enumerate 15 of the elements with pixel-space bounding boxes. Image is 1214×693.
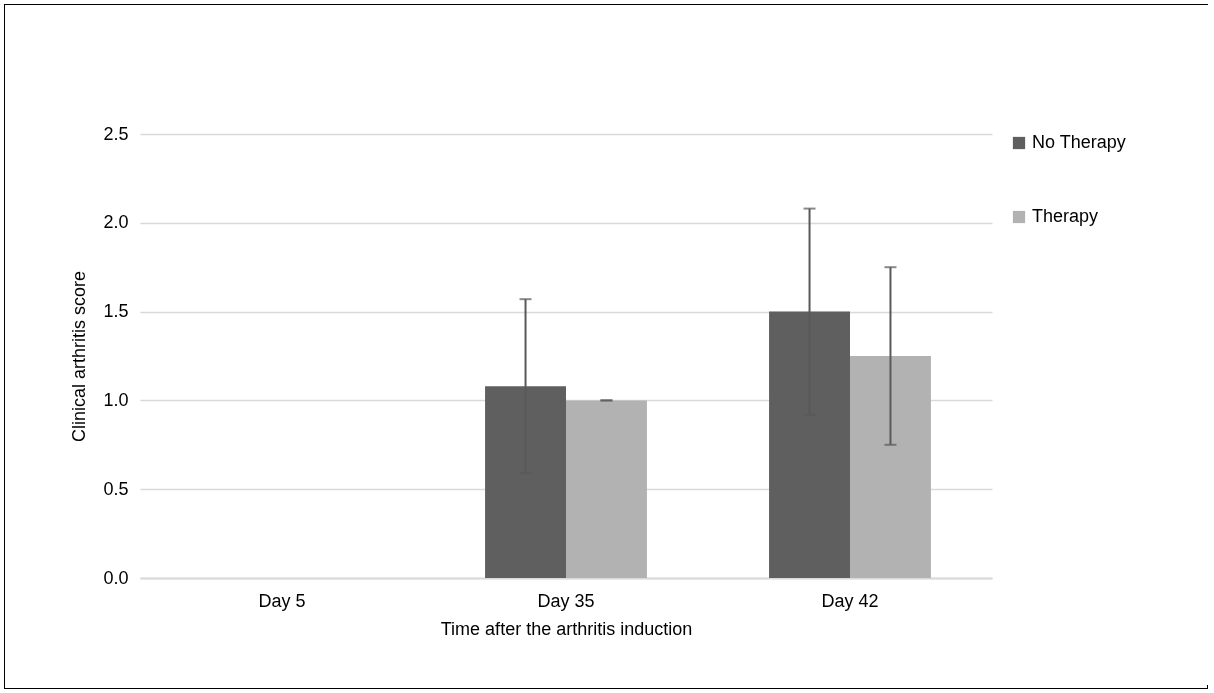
x-tick-label: Day 5 xyxy=(258,590,306,611)
legend-label: Therapy xyxy=(1032,206,1099,226)
y-tick-label: 0.5 xyxy=(103,478,129,499)
x-tick-label: Day 35 xyxy=(537,590,595,611)
y-tick-label: 1.5 xyxy=(103,301,129,322)
bar xyxy=(566,400,647,578)
x-tick-label: Day 42 xyxy=(821,590,879,611)
y-tick-label: 2.0 xyxy=(103,212,129,233)
bar xyxy=(850,356,931,578)
y-axis-title: Clinical arthritis score xyxy=(69,270,90,443)
legend-label: No Therapy xyxy=(1032,132,1126,152)
y-tick-label: 2.5 xyxy=(103,123,129,144)
y-tick-label: 0.0 xyxy=(103,567,129,588)
y-tick-label: 1.0 xyxy=(103,389,129,410)
x-axis-title: Time after the arthritis induction xyxy=(440,618,693,639)
